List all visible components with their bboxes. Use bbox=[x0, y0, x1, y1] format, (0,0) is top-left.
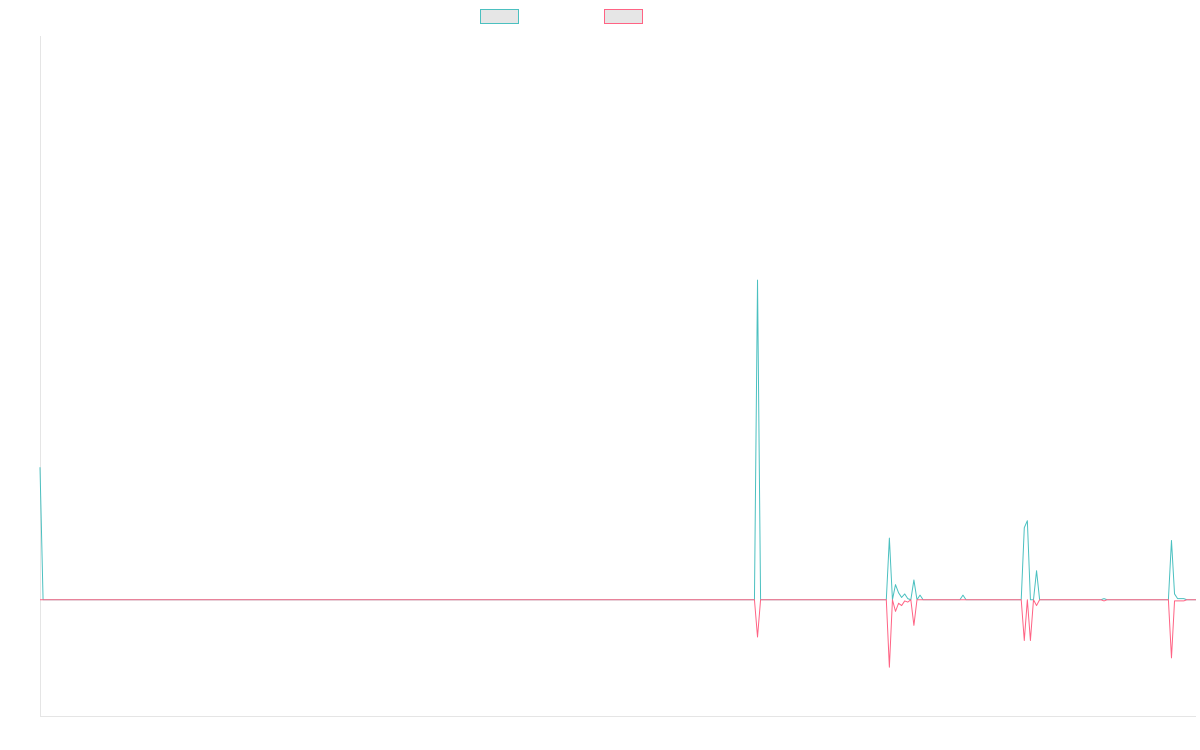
series-line-2 bbox=[40, 599, 1196, 668]
series-layer bbox=[39, 279, 1196, 668]
series-line-1 bbox=[39, 279, 1196, 601]
legend-swatch-series-2 bbox=[604, 9, 643, 24]
legend-item-series-1[interactable] bbox=[480, 9, 523, 24]
legend bbox=[480, 9, 650, 27]
legend-swatch-series-1 bbox=[480, 9, 519, 24]
legend-item-series-2[interactable] bbox=[604, 9, 647, 24]
